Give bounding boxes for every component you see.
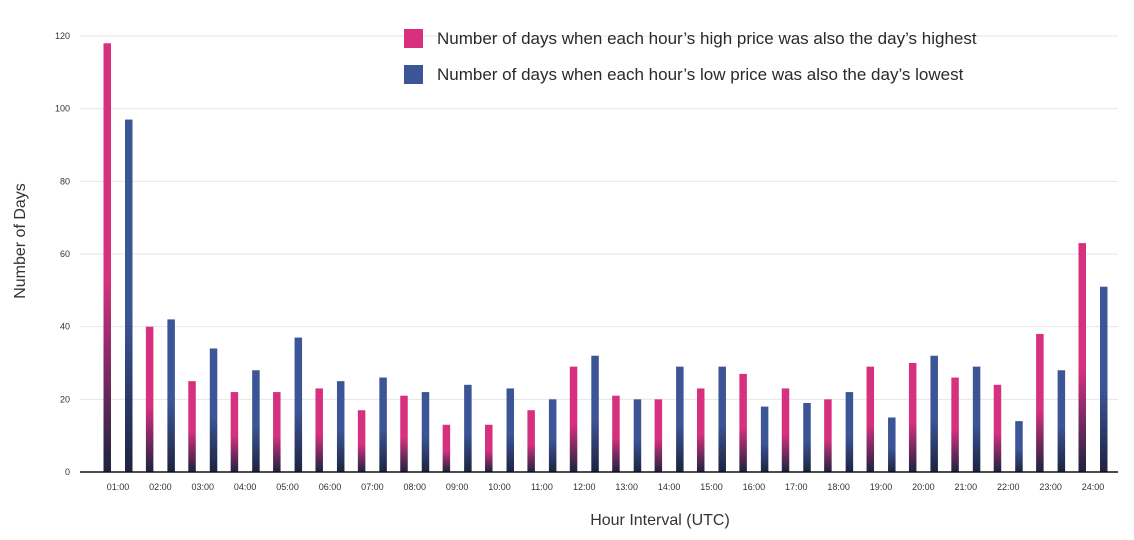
y-tick-label: 100 [55, 104, 70, 114]
x-tick-label: 22:00 [997, 482, 1020, 492]
x-tick-label: 05:00 [276, 482, 299, 492]
x-tick-label: 20:00 [912, 482, 935, 492]
bar-high-2000 [908, 363, 917, 472]
y-tick-label: 20 [60, 394, 70, 404]
bar-high-2100 [951, 377, 959, 472]
x-tick-label: 23:00 [1039, 482, 1062, 492]
x-tick-label: 19:00 [870, 482, 893, 492]
bar-low-2100 [972, 366, 981, 472]
bar-high-2300 [1036, 333, 1044, 472]
bar-low-2200 [1015, 421, 1023, 472]
bar-high-1800 [824, 399, 832, 472]
y-tick-label: 80 [60, 176, 70, 186]
bar-high-1100 [527, 410, 535, 472]
x-tick-label: 11:00 [531, 482, 553, 492]
bar-high-1200 [569, 366, 578, 472]
y-tick-label: 40 [60, 322, 70, 332]
x-tick-label: 21:00 [955, 482, 978, 492]
bar-high-1600 [739, 373, 747, 472]
bar-high-0300 [188, 381, 196, 472]
x-tick-labels: 01:00 02:00 03:00 04:00 05:00 06:00 07:00 08:00… [107, 482, 1105, 492]
bar-low-2300 [1057, 370, 1066, 472]
bars [103, 43, 1108, 473]
x-tick-label: 12:00 [573, 482, 596, 492]
bar-low-0300 [209, 348, 218, 472]
x-tick-label: 16:00 [743, 482, 766, 492]
bar-high-0800 [400, 395, 408, 472]
bar-high-0600 [315, 388, 323, 472]
bar-high-0500 [273, 392, 281, 472]
x-tick-label: 01:00 [107, 482, 130, 492]
y-axis-title: Number of Days [12, 183, 29, 299]
bar-low-0600 [336, 381, 345, 472]
legend-label: Number of days when each hour’s low pric… [437, 65, 964, 84]
bar-high-1400 [654, 399, 663, 472]
bar-low-1400 [676, 366, 684, 472]
bar-high-0200 [145, 326, 154, 472]
bar-high-1900 [866, 366, 875, 472]
bar-high-1300 [612, 395, 620, 472]
legend-swatch [404, 65, 423, 84]
x-tick-label: 09:00 [446, 482, 469, 492]
bar-high-2200 [993, 384, 1002, 472]
bar-low-2400 [1100, 286, 1108, 472]
bar-low-0700 [379, 377, 387, 472]
bar-high-2400 [1078, 243, 1086, 472]
x-tick-label: 17:00 [785, 482, 808, 492]
x-tick-label: 10:00 [488, 482, 511, 492]
bar-high-0700 [357, 410, 366, 472]
bar-high-0400 [230, 392, 239, 472]
bar-low-1800 [845, 392, 854, 472]
x-tick-label: 15:00 [700, 482, 723, 492]
x-tick-label: 06:00 [319, 482, 342, 492]
x-tick-label: 08:00 [403, 482, 426, 492]
bar-low-0800 [421, 392, 430, 472]
bar-high-1700 [781, 388, 790, 472]
bar-high-0100 [103, 43, 111, 473]
y-tick-label: 60 [60, 249, 70, 259]
x-tick-label: 14:00 [658, 482, 681, 492]
y-tick-labels: 0 20 40 60 80 100 120 [55, 31, 70, 477]
y-tick-label: 120 [55, 31, 70, 41]
bar-low-1700 [803, 402, 811, 472]
bar-low-1100 [548, 399, 557, 472]
bar-low-1500 [718, 366, 726, 472]
x-tick-label: 03:00 [192, 482, 215, 492]
bar-low-0500 [294, 337, 303, 472]
bar-high-1500 [696, 388, 705, 472]
bar-high-0900 [442, 424, 451, 472]
y-tick-label: 0 [65, 467, 70, 477]
bar-low-0900 [464, 384, 472, 472]
x-tick-label: 24:00 [1082, 482, 1105, 492]
bar-low-0200 [167, 319, 175, 472]
bar-low-1000 [506, 388, 515, 472]
x-tick-label: 04:00 [234, 482, 257, 492]
x-tick-label: 07:00 [361, 482, 384, 492]
gridlines [80, 35, 1118, 400]
legend-label: Number of days when each hour’s high pri… [437, 29, 977, 48]
bar-low-0400 [252, 370, 260, 472]
x-axis-title: Hour Interval (UTC) [590, 512, 730, 529]
bar-low-1300 [633, 399, 642, 472]
bar-low-1600 [760, 406, 769, 472]
legend: Number of days when each hour’s high pri… [404, 29, 977, 84]
bar-low-0100 [125, 119, 133, 473]
bar-high-1000 [485, 424, 493, 472]
x-tick-label: 02:00 [149, 482, 172, 492]
bar-low-1900 [888, 417, 896, 472]
x-tick-label: 13:00 [615, 482, 638, 492]
x-tick-label: 18:00 [827, 482, 850, 492]
bar-low-2000 [930, 355, 938, 472]
bar-low-1200 [591, 355, 599, 472]
legend-swatch [404, 29, 423, 48]
